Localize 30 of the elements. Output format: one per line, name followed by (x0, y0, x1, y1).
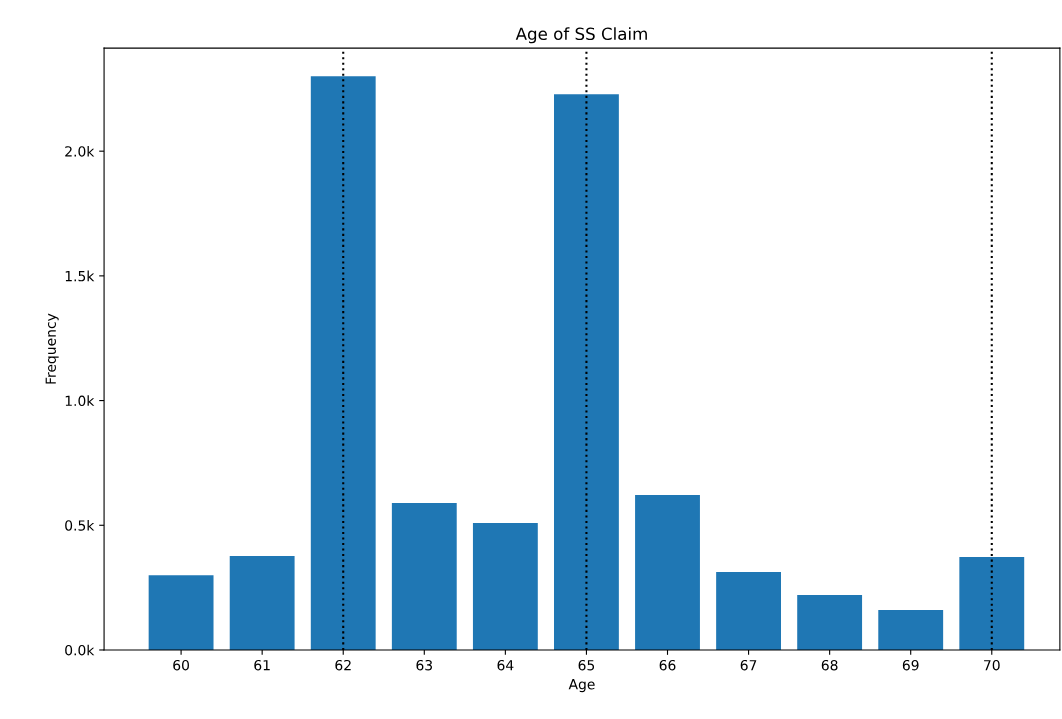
x-tick-label: 69 (902, 659, 919, 671)
bar (716, 571, 781, 650)
bar (148, 575, 214, 650)
y-tick-label: 1.5k (65, 270, 95, 282)
bar (391, 503, 457, 650)
x-axis-title: Age (568, 679, 595, 693)
bar (797, 595, 863, 650)
bar (635, 495, 700, 650)
bar (959, 556, 1025, 650)
y-tick-label: 2.0k (65, 145, 95, 157)
x-tick-label: 70 (984, 659, 1000, 671)
y-tick-label: 0.5k (65, 520, 95, 531)
bar (229, 555, 295, 650)
x-tick-label: 65 (578, 659, 595, 671)
x-tick-label: 67 (740, 659, 757, 671)
x-tick-label: 68 (821, 659, 838, 671)
x-tick-label: 60 (173, 659, 190, 671)
y-tick-label: 1.0k (65, 395, 95, 407)
x-tick-label: 66 (659, 659, 676, 671)
x-tick-label: 64 (497, 659, 514, 671)
y-tick-label: 0.0k (65, 644, 95, 656)
y-axis-title: Frequency (45, 313, 59, 384)
x-tick-label: 63 (416, 659, 433, 671)
bar (554, 94, 619, 650)
x-tick-label: 61 (254, 659, 270, 671)
x-tick-label: 62 (335, 659, 351, 671)
bar (878, 610, 944, 650)
bar (310, 76, 376, 650)
chart-title: Age of SS Claim (515, 27, 647, 44)
bar (472, 523, 538, 650)
